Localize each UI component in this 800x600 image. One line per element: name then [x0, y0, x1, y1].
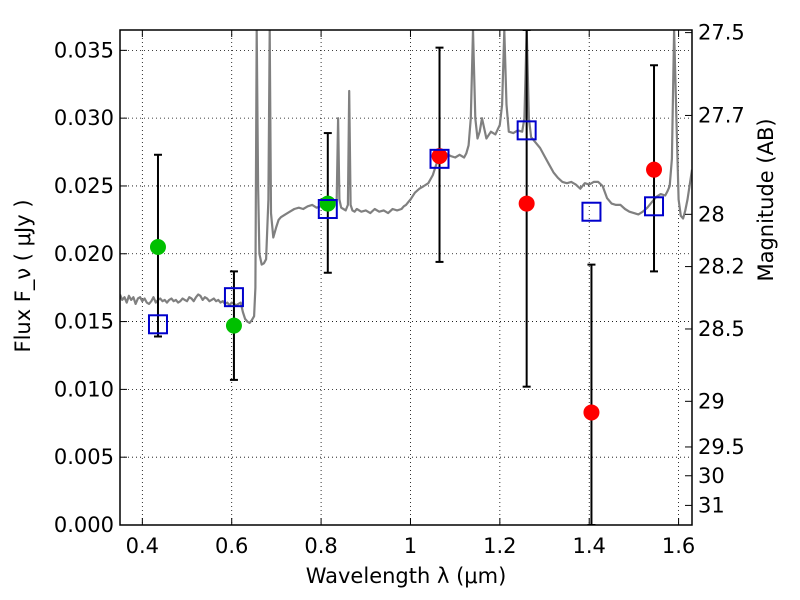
- y-axis-right-label: Magnitude (AB): [754, 118, 778, 281]
- data-point-square: [147, 314, 168, 335]
- data-point-circle: [225, 317, 242, 334]
- data-point-square: [223, 287, 244, 308]
- data-point-circle: [149, 238, 166, 255]
- y-axis-label: Flux F_ν ( μJy ): [11, 199, 36, 352]
- y-tick-label: 0.010: [54, 377, 114, 401]
- y-right-tick-label: 27.7: [698, 103, 745, 127]
- y-tick-label: 0.035: [54, 38, 114, 62]
- y-right-tick-label: 28.5: [698, 317, 745, 341]
- y-right-tick-label: 28: [698, 202, 725, 226]
- x-tick-label: 0.8: [304, 534, 337, 558]
- data-point-square: [317, 199, 338, 220]
- y-right-tick-label: 30: [698, 464, 725, 488]
- data-markers: [147, 120, 665, 421]
- data-point-circle: [431, 148, 448, 165]
- data-point-square: [644, 196, 665, 217]
- spectrum-line: [120, 30, 692, 324]
- data-point-square: [429, 148, 450, 169]
- y-right-tick-label: 27.5: [698, 21, 745, 45]
- data-point-circle: [583, 404, 600, 421]
- data-point-circle: [319, 195, 336, 212]
- y-tick-label: 0.015: [54, 310, 114, 334]
- x-tick-label: 0.4: [126, 534, 159, 558]
- axis-ticks: 0.4 0.6 0.8 1 1.2 1.4 1.6 0.000 0.005 0.010 0.015 0…: [54, 21, 745, 558]
- y-tick-label: 0.020: [54, 242, 114, 266]
- spectrum-line-group: [120, 30, 692, 324]
- y-right-tick-label: 29.5: [698, 435, 745, 459]
- data-point-circle: [518, 195, 535, 212]
- grid-lines: [120, 30, 692, 526]
- x-tick-label: 0.6: [215, 534, 248, 558]
- y-right-tick-label: 28.2: [698, 255, 745, 279]
- x-tick-label: 1: [404, 534, 417, 558]
- data-point-square: [581, 201, 602, 222]
- error-bar: [587, 263, 596, 525]
- data-point-square: [516, 120, 537, 141]
- y-tick-label: 0.030: [54, 106, 114, 130]
- y-right-tick-label: 31: [698, 493, 725, 517]
- y-tick-label: 0.025: [54, 174, 114, 198]
- data-point-circle: [646, 161, 663, 178]
- x-axis-label: Wavelength λ (μm): [306, 564, 507, 588]
- y-right-tick-label: 29: [698, 389, 725, 413]
- x-tick-label: 1.4: [573, 534, 606, 558]
- plot-frame: [119, 29, 693, 526]
- x-tick-label: 1.6: [662, 534, 695, 558]
- error-bars: [153, 30, 659, 525]
- x-tick-label: 1.2: [483, 534, 516, 558]
- y-tick-label: 0.000: [54, 513, 114, 537]
- y-tick-label: 0.005: [54, 445, 114, 469]
